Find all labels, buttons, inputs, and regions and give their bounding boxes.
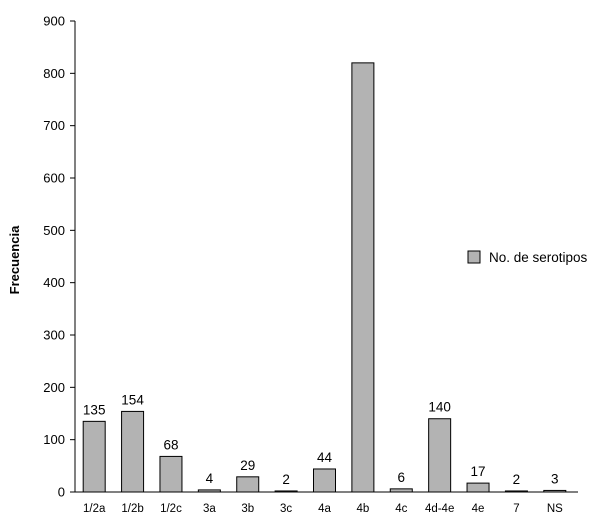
x-tick-label-4d-4e: 4d-4e [425, 503, 454, 515]
x-tick-label-1/2b: 1/2b [121, 503, 143, 515]
y-tick-label-300: 300 [43, 328, 65, 343]
x-axis: 1/2a 1/2b 1/2c 3a 3b 3c 4a 4b 4c 4d-4e 4e 7 NS [75, 491, 578, 515]
bar-4e [466, 482, 490, 493]
x-tick-label-1/2a: 1/2a [83, 503, 106, 515]
y-axis: 0 100 200 300 400 500 600 700 800 900 [43, 14, 76, 500]
data-label-1/2a: 135 [83, 402, 106, 417]
data-label-1/2b: 154 [121, 392, 144, 407]
y-tick-label-400: 400 [43, 275, 65, 290]
bars-group [82, 62, 567, 493]
y-tick-label-700: 700 [43, 118, 65, 133]
data-label-4a: 44 [317, 450, 333, 465]
data-label-4c: 6 [398, 470, 406, 485]
x-tick-label-4e: 4e [472, 503, 485, 515]
y-tick-label-600: 600 [43, 171, 65, 186]
x-tick-label-4c: 4c [395, 503, 407, 515]
data-label-NS: 3 [551, 471, 559, 486]
bar-1/2a [82, 420, 106, 493]
data-label-1/2c: 68 [163, 437, 178, 452]
x-tick-label-3b: 3b [241, 503, 254, 515]
data-label-3a: 4 [206, 471, 214, 486]
x-tick-label-7: 7 [513, 503, 519, 515]
data-label-3b: 29 [240, 458, 255, 473]
y-tick-label-0: 0 [58, 485, 65, 500]
data-label-7: 2 [513, 472, 521, 487]
legend[interactable]: No. de serotipos [467, 250, 588, 265]
bar-4a [313, 468, 336, 493]
data-label-4e: 17 [471, 464, 486, 479]
y-tick-label-200: 200 [43, 380, 65, 395]
x-tick-label-4a: 4a [318, 503, 331, 515]
bar-4b [351, 62, 375, 493]
x-tick-label-NS: NS [547, 503, 563, 515]
y-tick-label-100: 100 [43, 432, 65, 447]
x-tick-label-3c: 3c [280, 503, 292, 515]
bar-1/2b [121, 410, 145, 493]
legend-swatch [467, 250, 481, 264]
data-labels-group: 135 154 68 4 29 2 44 6 140 17 2 3 [83, 392, 559, 487]
bar-3b [236, 476, 260, 493]
data-label-4d-4e: 140 [428, 400, 451, 415]
y-tick-label-500: 500 [43, 223, 65, 238]
x-tick-label-4b: 4b [356, 503, 369, 515]
legend-label: No. de serotipos [489, 250, 588, 265]
y-axis-label: Frecuencia [7, 225, 22, 294]
bar-1/2c [159, 455, 183, 493]
data-label-3c: 2 [282, 472, 290, 487]
x-tick-label-3a: 3a [203, 503, 216, 515]
bar-4d-4e [428, 418, 452, 493]
y-tick-label-900: 900 [43, 14, 65, 29]
y-tick-label-800: 800 [43, 66, 65, 81]
x-tick-label-1/2c: 1/2c [160, 503, 182, 515]
